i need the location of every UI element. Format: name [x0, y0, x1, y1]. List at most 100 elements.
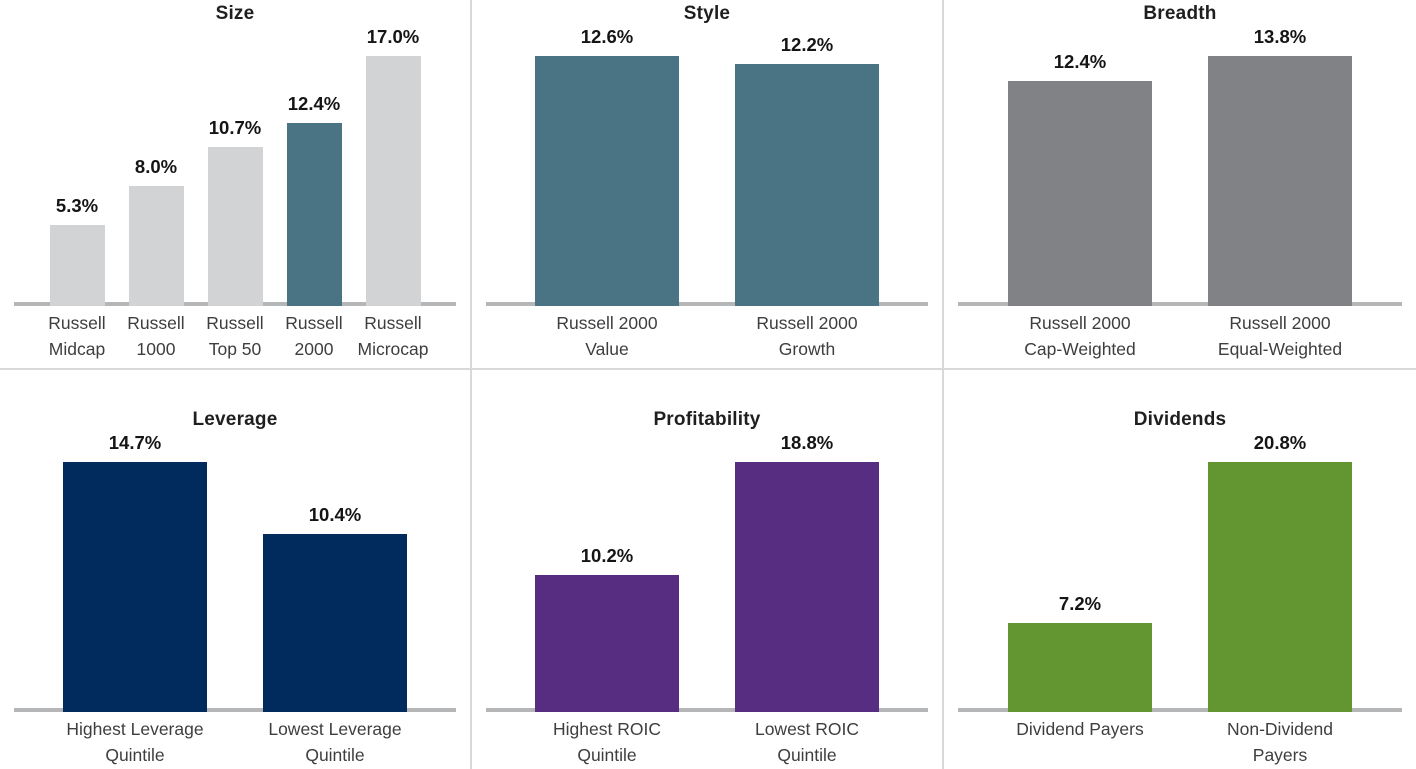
baseline-axis — [486, 302, 928, 306]
chart-title-profitability: Profitability — [653, 409, 761, 430]
bar-russell-midcap — [49, 225, 105, 306]
bar-slot-lowest-roic-quintile: 18.8% — [707, 432, 907, 712]
value-label: 10.2% — [580, 545, 634, 566]
value-label: 7.2% — [1058, 593, 1102, 614]
category-label-lowest-roic-quintile: Lowest ROIC Quintile — [707, 716, 907, 768]
category-label-non-dividend-payers: Non-Dividend Payers — [1180, 716, 1380, 768]
bar-russell-2000-value — [535, 56, 679, 306]
value-label: 8.0% — [134, 156, 178, 177]
category-label-russell-2000-equal-weighted: Russell 2000 Equal-Weighted — [1180, 310, 1380, 362]
baseline-axis — [958, 302, 1402, 306]
category-labels: Russell 2000 Value Russell 2000 Growth — [472, 310, 942, 362]
category-label-line: Lowest Leverage — [268, 719, 402, 739]
plot-area: 7.2% 20.8% — [944, 432, 1416, 712]
value-label: 13.8% — [1253, 26, 1307, 47]
category-label-line: Payers — [1252, 745, 1308, 765]
category-labels: Highest Leverage Quintile Lowest Leverage Q… — [0, 716, 470, 768]
chart-panel-size: Size 5.3% 8.0% 10.7% 12.4% 17.0% Russell Midcap… — [0, 0, 472, 370]
bar-russell-microcap — [365, 56, 421, 306]
plot-area: 5.3% 8.0% 10.7% 12.4% 17.0% — [0, 26, 470, 306]
bar-slot-non-dividend-payers: 20.8% — [1180, 432, 1380, 712]
bar-slot-russell-2000-value: 12.6% — [507, 26, 707, 306]
category-label-line: Value — [585, 339, 629, 359]
plot-area: 12.6% 12.2% — [472, 26, 942, 306]
chart-title-size: Size — [215, 3, 255, 24]
bar-highest-leverage-quintile — [63, 462, 207, 712]
category-label-russell-2000: Russell 2000 — [275, 310, 354, 362]
category-label-line: Russell — [285, 313, 343, 333]
category-label-line: Non-Dividend — [1226, 719, 1334, 739]
value-label: 14.7% — [108, 432, 162, 453]
bar-slot-highest-roic-quintile: 10.2% — [507, 432, 707, 712]
category-label-highest-leverage-quintile: Highest Leverage Quintile — [35, 716, 235, 768]
category-label-line: Russell — [364, 313, 422, 333]
value-label: 12.4% — [287, 93, 341, 114]
category-label-line: Equal-Weighted — [1217, 339, 1343, 359]
bar-highest-roic-quintile — [535, 575, 679, 712]
chart-panel-leverage: Leverage 14.7% 10.4% Highest Leverage Quinti… — [0, 370, 472, 769]
value-label: 17.0% — [366, 26, 420, 47]
category-label-line: Russell 2000 — [756, 313, 858, 333]
bar-dividend-payers — [1008, 623, 1152, 712]
category-labels: Highest ROIC Quintile Lowest ROIC Quintile — [472, 716, 942, 768]
bar-slot-lowest-leverage-quintile: 10.4% — [235, 432, 435, 712]
bar-non-dividend-payers — [1208, 462, 1352, 712]
bar-slot-russell-2000-equal-weighted: 13.8% — [1180, 26, 1380, 306]
category-label-line: Growth — [778, 339, 836, 359]
baseline-axis — [486, 708, 928, 712]
category-label-russell-midcap: Russell Midcap — [38, 310, 117, 362]
bar-lowest-roic-quintile — [735, 462, 879, 712]
category-label-line: Russell — [206, 313, 264, 333]
category-label-line: Russell — [48, 313, 106, 333]
category-label-line: Quintile — [305, 745, 365, 765]
category-label-russell-2000-value: Russell 2000 Value — [507, 310, 707, 362]
category-label-line: Cap-Weighted — [1024, 339, 1136, 359]
bar-lowest-leverage-quintile — [263, 534, 407, 712]
category-label-line: 1000 — [136, 339, 176, 359]
category-label-lowest-leverage-quintile: Lowest Leverage Quintile — [235, 716, 435, 768]
category-label-line: Midcap — [48, 339, 106, 359]
bar-slot-dividend-payers: 7.2% — [980, 432, 1180, 712]
plot-area: 12.4% 13.8% — [944, 26, 1416, 306]
bar-russell-top-50 — [207, 147, 263, 306]
category-label-russell-microcap: Russell Microcap — [354, 310, 433, 362]
chart-title-style: Style — [683, 3, 731, 24]
category-labels: Russell Midcap Russell 1000 Russell Top 50 Rus… — [0, 310, 470, 362]
bar-slot-russell-2000-cap-weighted: 12.4% — [980, 26, 1180, 306]
category-label-russell-2000-growth: Russell 2000 Growth — [707, 310, 907, 362]
category-label-russell-1000: Russell 1000 — [117, 310, 196, 362]
value-label: 5.3% — [55, 195, 99, 216]
category-label-line: Russell — [127, 313, 185, 333]
chart-panel-breadth: Breadth 12.4% 13.8% Russell 2000 Cap-Weighte… — [944, 0, 1416, 370]
bar-slot-russell-microcap: 17.0% — [354, 26, 433, 306]
plot-area: 14.7% 10.4% — [0, 432, 470, 712]
value-label: 12.6% — [580, 26, 634, 47]
category-label-dividend-payers: Dividend Payers — [980, 716, 1180, 768]
value-label: 12.2% — [780, 34, 834, 55]
bar-russell-2000-cap-weighted — [1008, 81, 1152, 306]
category-label-line: Quintile — [105, 745, 165, 765]
value-label: 18.8% — [780, 432, 834, 453]
category-label-line: 2000 — [294, 339, 334, 359]
category-labels: Dividend Payers Non-Dividend Payers — [944, 716, 1416, 768]
bar-slot-russell-2000: 12.4% — [275, 26, 354, 306]
chart-title-breadth: Breadth — [1143, 3, 1217, 24]
chart-title-leverage: Leverage — [192, 409, 278, 430]
category-label-line: Russell 2000 — [1229, 313, 1331, 333]
chart-title-dividends: Dividends — [1133, 409, 1227, 430]
category-label-line: Dividend Payers — [1016, 719, 1144, 739]
category-label-line: Microcap — [357, 339, 429, 359]
chart-panel-profitability: Profitability 10.2% 18.8% Highest ROIC Quint… — [472, 370, 944, 769]
bar-russell-1000 — [128, 186, 184, 306]
category-label-line: Highest Leverage — [66, 719, 204, 739]
chart-panel-style: Style 12.6% 12.2% Russell 2000 Value Russell … — [472, 0, 944, 370]
category-label-line: Highest ROIC — [553, 719, 661, 739]
category-label-line: Russell 2000 — [1029, 313, 1131, 333]
category-label-russell-top-50: Russell Top 50 — [196, 310, 275, 362]
category-label-line: Top 50 — [208, 339, 262, 359]
value-label: 10.4% — [308, 504, 362, 525]
bar-russell-2000-growth — [735, 64, 879, 306]
category-label-line: Quintile — [577, 745, 637, 765]
